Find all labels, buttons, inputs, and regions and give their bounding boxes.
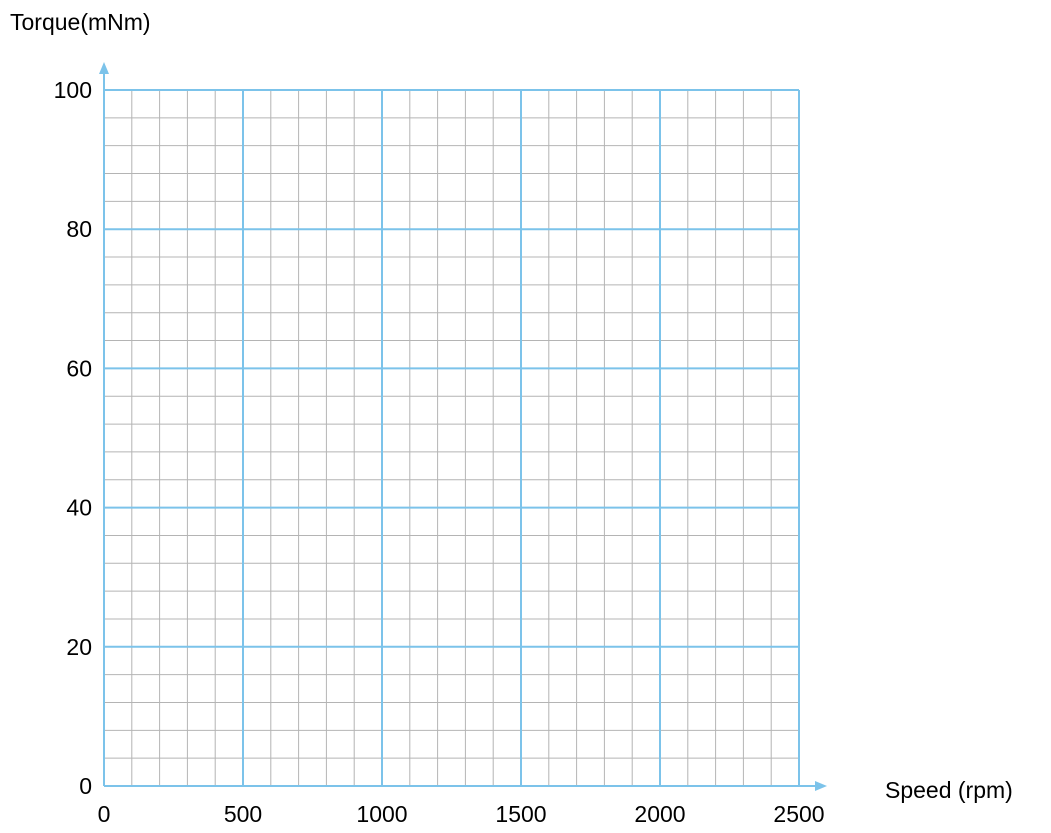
x-tick-label: 2500	[773, 801, 824, 827]
x-tick-label: 500	[224, 801, 262, 827]
y-tick-label: 60	[66, 355, 92, 381]
axes	[99, 62, 827, 791]
x-tick-labels: 0 500 1000 1500 2000 2500	[98, 801, 825, 827]
major-grid	[104, 89, 800, 786]
x-tick-label: 1500	[495, 801, 546, 827]
y-tick-label: 20	[66, 634, 92, 660]
y-tick-label: 80	[66, 216, 92, 242]
x-tick-label: 2000	[634, 801, 685, 827]
x-axis-arrow-icon	[815, 781, 827, 791]
y-tick-labels: 0 20 40 60 80 100	[54, 77, 92, 799]
y-tick-label: 0	[79, 773, 92, 799]
y-axis-label: Torque(mNm)	[10, 9, 151, 35]
x-tick-label: 0	[98, 801, 111, 827]
minor-grid	[104, 90, 799, 786]
y-axis-arrow-icon	[99, 62, 109, 74]
y-tick-label: 40	[66, 495, 92, 521]
x-tick-label: 1000	[356, 801, 407, 827]
x-axis-label: Speed (rpm)	[885, 777, 1013, 803]
y-tick-label: 100	[54, 77, 92, 103]
